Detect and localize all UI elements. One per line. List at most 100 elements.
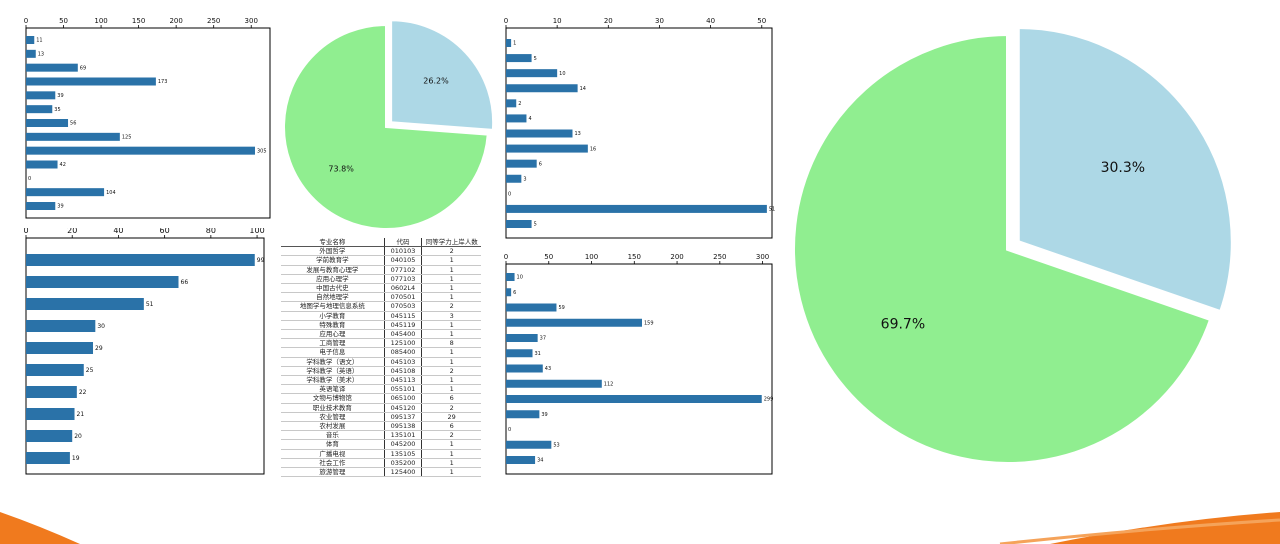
column-header-code: 代码 (384, 238, 423, 248)
cell-name: 小学教育 (281, 311, 385, 321)
bar-value-label: 0 (508, 427, 511, 433)
bar-value-label: 11 (36, 38, 42, 44)
cell-count: 1 (421, 449, 481, 459)
cell-name: 特殊教育 (281, 320, 385, 331)
bar-value-label: 25 (86, 367, 94, 374)
bar-value-label: 34 (537, 458, 543, 464)
cell-name: 中国古代史 (281, 283, 385, 294)
cell-name: 职业技术教育 (281, 403, 385, 413)
bar (26, 298, 144, 310)
cell-code: 125400 (384, 467, 423, 478)
bar-value-label: 56 (70, 121, 76, 127)
cell-count: 1 (421, 292, 481, 303)
pie-slice (390, 19, 495, 131)
bar (506, 129, 573, 138)
bar (506, 410, 540, 419)
table-row: 外国哲学 010103 2 (281, 246, 481, 257)
bar (506, 144, 588, 153)
cell-code: 095137 (384, 412, 423, 423)
bar-value-label: 13 (575, 131, 581, 137)
bar-value-label: 112 (604, 381, 614, 387)
bar-value-label: 5 (534, 56, 537, 62)
cell-code: 045119 (384, 320, 423, 331)
cell-count: 2 (421, 403, 481, 413)
cell-code: 125100 (384, 338, 423, 349)
pie-slice-label: 69.7% (881, 317, 925, 333)
bar (26, 320, 96, 332)
table-row: 农村发展 095138 6 (281, 421, 481, 432)
bar (26, 146, 255, 155)
cell-count: 1 (421, 320, 481, 331)
bar-value-label: 29 (95, 345, 103, 352)
cell-name: 学科教学（语文） (281, 357, 385, 367)
cell-code: 077102 (384, 265, 423, 275)
bar (506, 456, 536, 464)
x-tick-label: 50 (757, 17, 766, 25)
x-tick-label: 50 (59, 17, 68, 25)
bar (506, 220, 532, 228)
bar-chart-1: 0 50 100 150 200 250 300 11 13 69 173 39 35 56 125 305 4… (24, 17, 271, 219)
cell-code: 045108 (384, 366, 423, 377)
bar (26, 430, 73, 442)
bar-value-label: 22 (79, 389, 87, 396)
table-row: 小学教育 045115 3 (281, 311, 481, 321)
bar (506, 69, 558, 78)
cell-name: 学前教育学 (281, 255, 385, 266)
bar-value-label: 53 (553, 442, 559, 448)
bar-value-label: 39 (541, 412, 547, 418)
bar-value-label: 14 (580, 86, 586, 92)
table-row: 中国古代史 0602L4 1 (281, 283, 481, 294)
pie-slice-label: 73.8% (328, 164, 354, 173)
bar-value-label: 66 (181, 279, 189, 286)
cell-count: 8 (421, 338, 481, 349)
cell-code: 055101 (384, 384, 423, 395)
cell-name: 英语笔译 (281, 384, 385, 395)
cell-name: 工商管理 (281, 338, 385, 349)
table-row: 电子信息 085400 1 (281, 347, 481, 358)
cell-count: 2 (421, 430, 481, 441)
table-row: 文物与博物馆 065100 6 (281, 393, 481, 404)
table-row: 自然地理学 070501 1 (281, 292, 481, 303)
x-tick-label: 300 (245, 17, 258, 25)
bar-value-label: 31 (535, 351, 541, 357)
cell-count: 6 (421, 421, 481, 432)
cell-name: 电子信息 (281, 347, 385, 358)
cell-name: 应用心理学 (281, 274, 385, 285)
table-row: 地图学与地理信息系统 070503 2 (281, 301, 481, 312)
bar-value-label: 39 (57, 93, 63, 99)
cell-code: 095138 (384, 421, 423, 432)
cell-code: 040105 (384, 255, 423, 266)
x-tick-label: 200 (670, 253, 683, 261)
table-row: 应用心理学 077103 1 (281, 274, 481, 285)
x-tick-label: 40 (113, 228, 123, 235)
swoosh-left (0, 512, 80, 544)
cell-count: 1 (421, 357, 481, 367)
bar-chart-3: 0 20 40 60 80 100 99 66 51 30 29 25 22 21 20 19 (23, 228, 265, 475)
x-tick-label: 300 (756, 253, 769, 261)
table-row: 学科教学（美术） 045113 1 (281, 375, 481, 386)
bar (26, 49, 36, 58)
bar (506, 303, 557, 312)
bar (26, 188, 105, 197)
bar (26, 160, 58, 169)
bar (26, 254, 255, 266)
bar-value-label: 10 (559, 71, 565, 77)
cell-name: 发展与教育心理学 (281, 265, 385, 275)
major-table: 专业名称 代码 同等学力上岸人数 外国哲学 010103 2 学前教育学 040105 1… (281, 238, 481, 478)
x-tick-label: 200 (169, 17, 182, 25)
plot-frame (25, 237, 265, 475)
bar (506, 114, 527, 123)
cell-code: 077103 (384, 274, 423, 285)
bar (506, 364, 543, 373)
x-tick-label: 20 (67, 228, 77, 235)
cell-count: 3 (421, 311, 481, 321)
bar-value-label: 30 (97, 323, 105, 330)
cell-count: 1 (421, 283, 481, 294)
cell-name: 社会工作 (281, 458, 385, 469)
bar (506, 288, 512, 297)
table-row: 旅游管理 125400 1 (281, 467, 481, 478)
cell-count: 1 (421, 375, 481, 386)
bar-value-label: 2 (518, 101, 521, 107)
table-row: 学科教学（英语） 045108 2 (281, 366, 481, 377)
